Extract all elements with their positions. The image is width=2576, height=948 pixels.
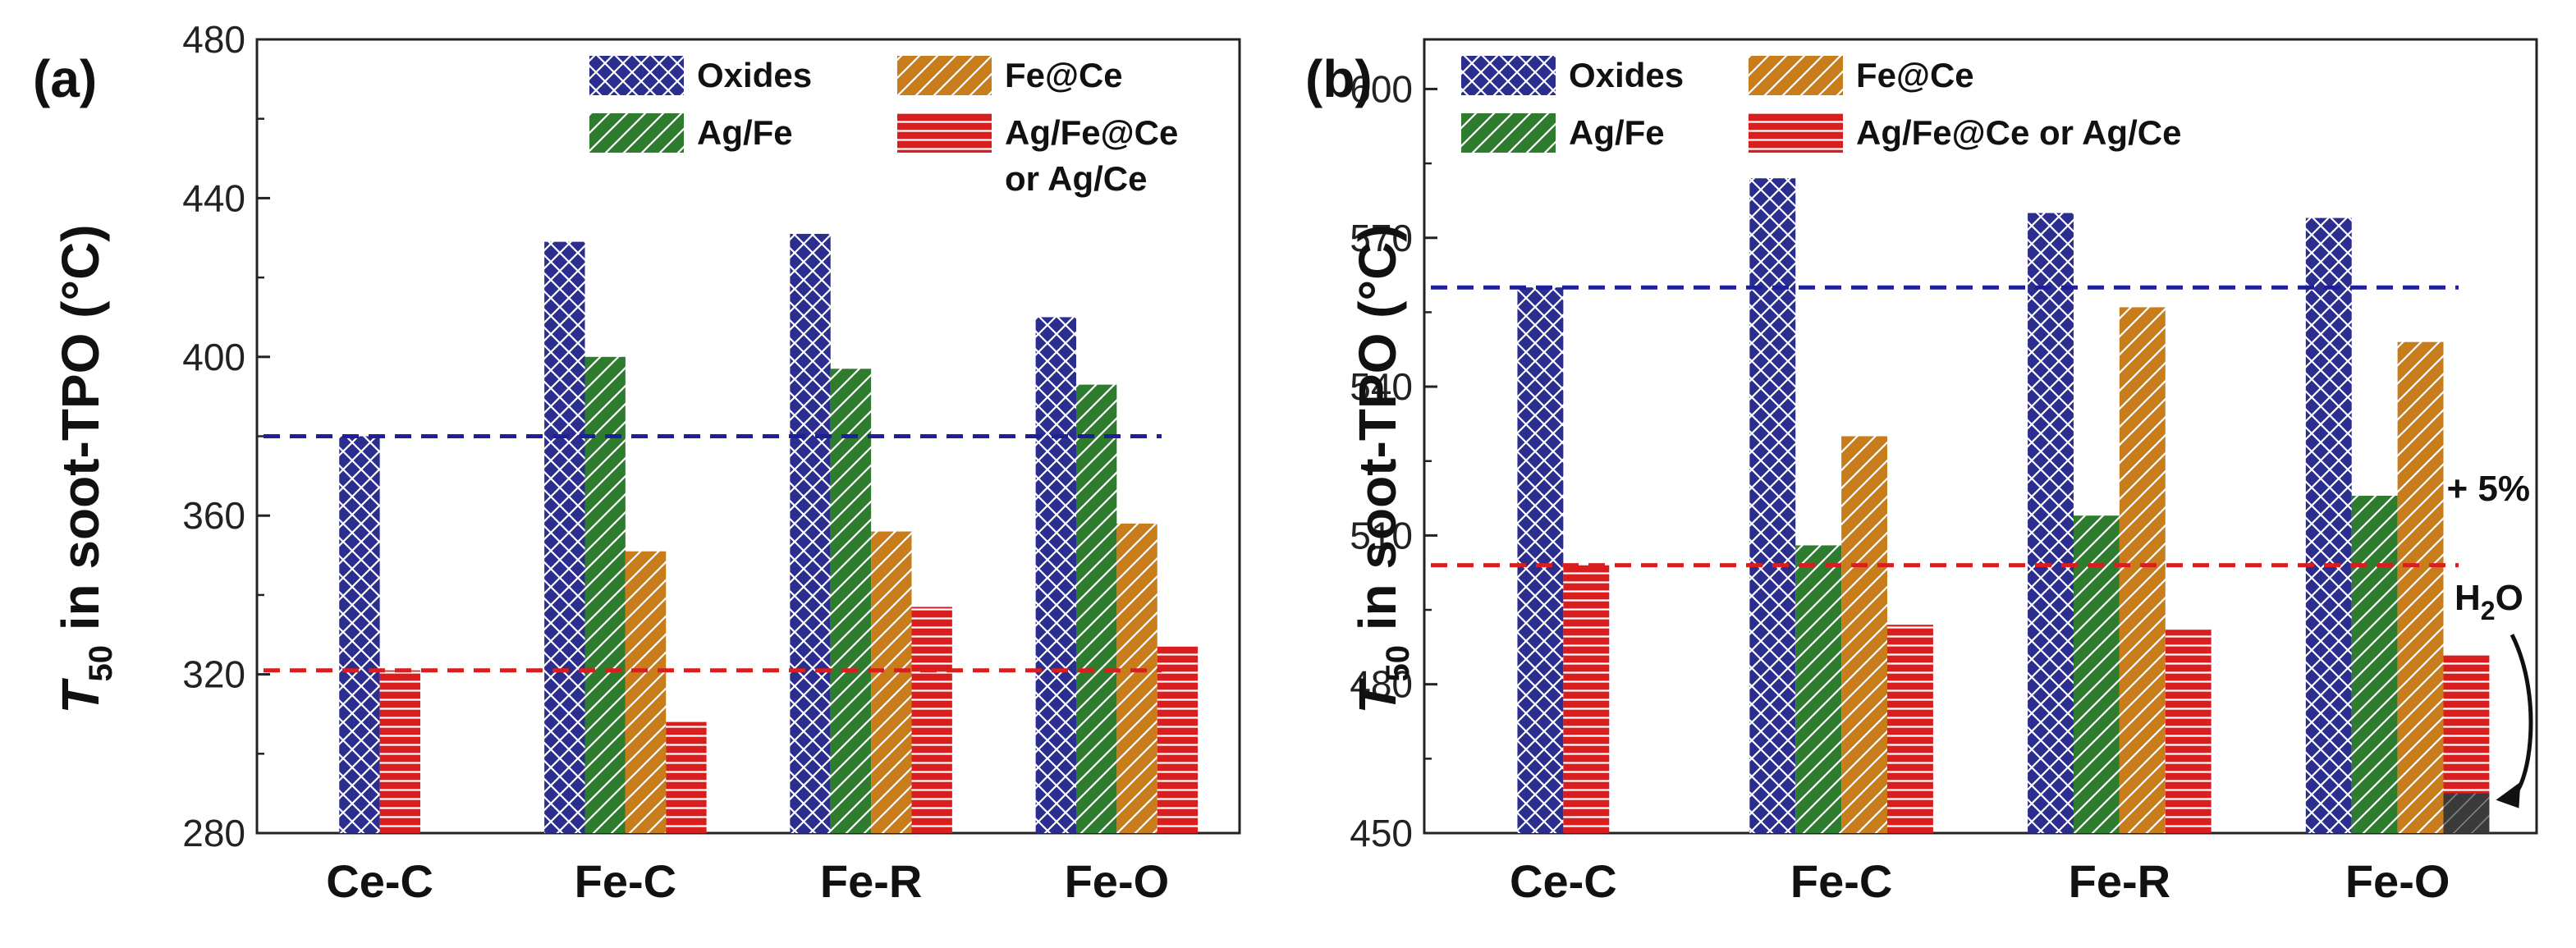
bar-ag-fe-fe-o — [2351, 496, 2398, 833]
legend-swatch — [1461, 56, 1556, 95]
chart-panel-a: 280 320 360 400 440 480 Ce-C Fe-C Fe-R Fe-O (a) T50… — [33, 18, 1241, 907]
y-axis-label: T50 in soot-TPO (°C) — [51, 224, 119, 713]
legend-label: Ag/Fe — [1569, 113, 1665, 152]
bar-ag-fe-fe-c — [1795, 545, 1842, 833]
bar-fe-ce-fe-o — [2397, 341, 2444, 833]
y-axis-label-main: T — [51, 678, 110, 714]
bar-with-water — [2443, 793, 2490, 833]
bar-ag-fe-fe-r — [2073, 515, 2120, 833]
y-tick-label: 280 — [182, 812, 245, 854]
legend-label: Fe@Ce — [1005, 56, 1123, 94]
chart-panel-b: 450 480 510 540 570 600 Ce-C Fe-C Fe-R Fe-O (b) T50… — [1305, 38, 2538, 907]
plot-frame — [1423, 38, 2538, 835]
bar-ag-fe-ce-or-ag-ce-ce-c — [379, 670, 421, 833]
legend-swatch — [589, 56, 684, 95]
y-axis-label-rest: in soot-TPO (°C) — [51, 224, 110, 645]
bar-ag-fe-ce-or-ag-ce-ce-c — [1563, 565, 1610, 833]
annotation-o: O — [2496, 578, 2523, 618]
y-tick-label: 600 — [1350, 67, 1413, 110]
bar-ag-fe-fe-o — [1075, 384, 1117, 833]
bar-ag-fe-fe-r — [830, 369, 872, 833]
y-tick-label: 400 — [182, 336, 245, 378]
y-axis-label-rest: in soot-TPO (°C) — [1348, 224, 1407, 645]
legend-label: Oxides — [697, 56, 812, 94]
y-axis-label-sub: 50 — [1380, 645, 1416, 682]
y-tick-label: 540 — [1350, 365, 1413, 408]
x-tick-label: Fe-O — [1065, 855, 1170, 907]
bar-oxides-fe-o — [1035, 317, 1076, 833]
panel-label: (a) — [33, 49, 97, 108]
legend-swatch — [897, 56, 992, 95]
x-tick-label: Fe-R — [820, 855, 922, 907]
panel-label: (b) — [1305, 49, 1373, 108]
bar-ag-fe-ce-or-ag-ce-fe-r — [2165, 630, 2212, 833]
y-tick-label: 450 — [1350, 812, 1413, 854]
y-tick-label: 360 — [182, 494, 245, 537]
legend-swatch — [1749, 56, 1843, 95]
annotation-h: H — [2455, 578, 2481, 618]
annotation-arrow — [2510, 634, 2533, 799]
bar-fe-ce-fe-r — [2119, 307, 2166, 833]
bar-ag-fe-ce-or-ag-ce-fe-r — [911, 607, 952, 833]
y-tick-label: 440 — [182, 176, 245, 219]
y-axis-label-sub: 50 — [83, 645, 119, 682]
bar-ag-fe-ce-or-ag-ce-fe-c — [1887, 625, 1933, 833]
legend-swatch — [589, 113, 684, 153]
x-tick-label: Ce-C — [326, 855, 433, 907]
y-tick-label: 320 — [182, 653, 245, 696]
x-tick-label: Fe-C — [575, 855, 676, 907]
bar-fe-ce-fe-c — [1841, 436, 1888, 833]
bar-fe-ce-fe-c — [625, 551, 667, 833]
bar-oxides-fe-r — [790, 233, 831, 833]
y-tick-label: 480 — [1350, 663, 1413, 706]
legend-label-line2: or Ag/Ce — [1005, 159, 1147, 198]
y-axis-label-main: T — [1348, 678, 1407, 714]
legend-swatch — [897, 113, 992, 153]
bar-oxides-fe-c — [544, 241, 585, 834]
bar-oxides-ce-c — [1517, 287, 1564, 833]
bar-ag-fe-fe-c — [584, 356, 626, 833]
legend-swatch — [1749, 113, 1843, 153]
legend-swatch — [1461, 113, 1556, 153]
y-tick-label: 510 — [1350, 514, 1413, 556]
legend-label: Ag/Fe@Ce — [1005, 113, 1178, 152]
legend-label: Ag/Fe@Ce or Ag/Ce — [1856, 113, 2181, 152]
arrow-head-icon — [2496, 781, 2521, 808]
annotation-sub: 2 — [2481, 596, 2496, 625]
bar-oxides-fe-o — [2305, 218, 2352, 833]
y-tick-label: 570 — [1350, 217, 1413, 259]
legend-label: Ag/Fe — [697, 113, 793, 152]
bar-oxides-ce-c — [339, 436, 380, 833]
annotation-line2: H2O — [2455, 578, 2523, 625]
bar-ag-fe-ce-or-ag-ce-fe-o — [1157, 646, 1199, 833]
bar-fe-ce-fe-o — [1116, 523, 1157, 833]
bar-fe-ce-fe-r — [871, 531, 912, 833]
legend-label: Oxides — [1569, 56, 1684, 94]
bar-oxides-fe-c — [1749, 178, 1796, 834]
x-tick-label: Fe-C — [1790, 855, 1892, 907]
x-tick-label: Fe-O — [2345, 855, 2450, 907]
annotation-line1: + 5% — [2446, 469, 2530, 509]
y-axis-label: T50 in soot-TPO (°C) — [1348, 224, 1416, 713]
bar-ag-fe-ce-or-ag-ce-fe-c — [666, 721, 707, 833]
bar-oxides-fe-r — [2028, 213, 2074, 833]
x-tick-label: Ce-C — [1510, 855, 1617, 907]
x-tick-label: Fe-R — [2069, 855, 2170, 907]
y-tick-label: 480 — [182, 18, 245, 61]
legend-label: Fe@Ce — [1856, 56, 1974, 94]
